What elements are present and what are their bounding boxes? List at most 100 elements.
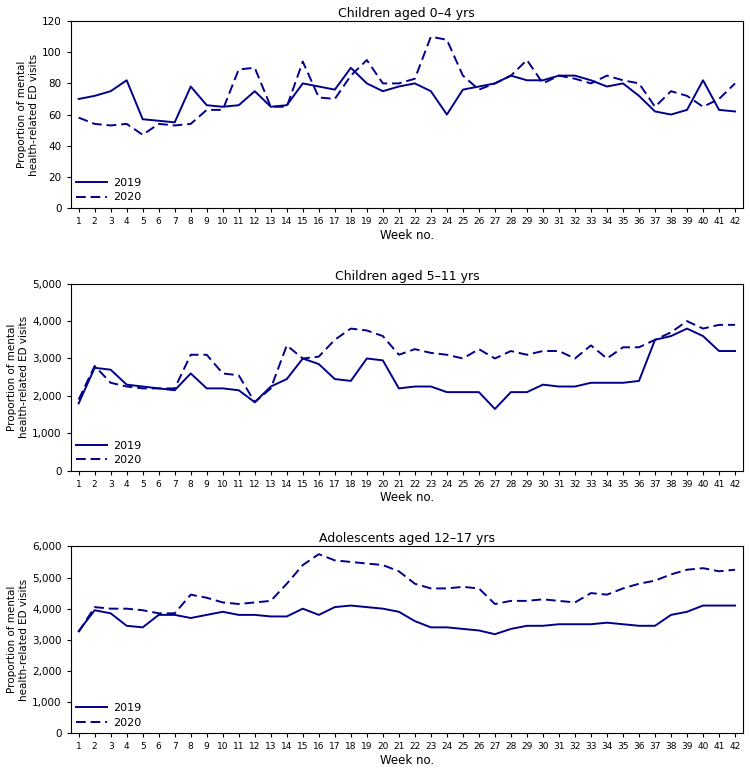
Y-axis label: Proportion of mental
health-related ED visits: Proportion of mental health-related ED v… [7,316,29,438]
2020 [490,354,500,363]
2020 [394,79,404,88]
2019 [554,71,563,80]
2020 [426,584,435,593]
2019 [330,85,339,94]
2019 [186,368,195,378]
2020 [682,317,692,326]
2020 [602,590,611,599]
2020 [122,119,131,128]
2019 [74,399,83,408]
2019 [298,354,307,363]
2019 [218,607,227,616]
2019 [458,625,467,634]
2020 [394,567,404,576]
2020 [634,579,644,588]
2020 [458,71,467,80]
2020 [571,598,580,607]
2019 [314,82,323,91]
2019 [266,382,275,391]
2020 [394,350,404,359]
2019 [619,620,628,629]
2020 [202,350,211,359]
2019 [634,376,644,385]
2019 [667,110,676,119]
2019 [634,622,644,631]
2019 [475,626,484,635]
2019 [266,102,275,111]
2020 [730,320,740,330]
2019 [538,622,548,631]
2020 [154,384,164,393]
2020 [523,56,532,65]
2020 [202,105,211,115]
2020 [186,590,195,599]
2020 [330,335,339,344]
2019 [650,335,659,344]
2019 [90,605,99,615]
2020 [346,324,355,334]
2020 [154,608,164,618]
2019 [122,622,131,631]
2020 [523,350,532,359]
2020 [106,378,116,388]
2019 [394,82,404,91]
2020 [442,35,452,44]
2019 [571,71,580,80]
2019 [523,76,532,85]
2020 [715,320,724,330]
2019 [218,384,227,393]
2019 [298,604,307,613]
2019 [715,347,724,356]
Y-axis label: Proportion of mental
health-related ED visits: Proportion of mental health-related ED v… [16,53,39,176]
X-axis label: Week no.: Week no. [380,229,434,241]
2020 [506,71,515,80]
2020 [442,584,452,593]
2019 [202,610,211,619]
2019 [346,63,355,73]
2019 [362,602,371,611]
2020 [490,599,500,608]
2020 [730,79,740,88]
2019 [122,76,131,85]
2019 [154,116,164,125]
2019 [698,601,707,610]
2020 [186,350,195,359]
2020 [346,71,355,80]
Legend: 2019, 2020: 2019, 2020 [76,440,141,465]
2020 [730,565,740,574]
2019 [106,365,116,375]
2019 [458,85,467,94]
2019 [394,607,404,616]
2019 [186,82,195,91]
2020 [346,557,355,567]
2020 [218,368,227,378]
2020 [426,348,435,358]
2019 [586,378,596,388]
2020 [218,105,227,115]
Line: 2020: 2020 [79,554,735,632]
2019 [186,613,195,622]
2019 [282,611,291,621]
2019 [667,331,676,341]
2019 [506,71,515,80]
2019 [298,79,307,88]
2019 [698,331,707,341]
2020 [410,344,419,354]
2019 [410,382,419,391]
2020 [122,604,131,613]
2019 [138,115,147,124]
2019 [74,94,83,104]
2020 [586,79,596,88]
X-axis label: Week no.: Week no. [380,754,434,767]
2020 [282,102,291,111]
2019 [234,385,243,395]
2020 [314,352,323,361]
Line: 2019: 2019 [79,329,735,409]
2019 [138,623,147,632]
2019 [378,604,387,613]
2020 [330,556,339,565]
2020 [74,628,83,637]
2019 [346,601,355,610]
2019 [490,629,500,639]
2020 [282,341,291,350]
